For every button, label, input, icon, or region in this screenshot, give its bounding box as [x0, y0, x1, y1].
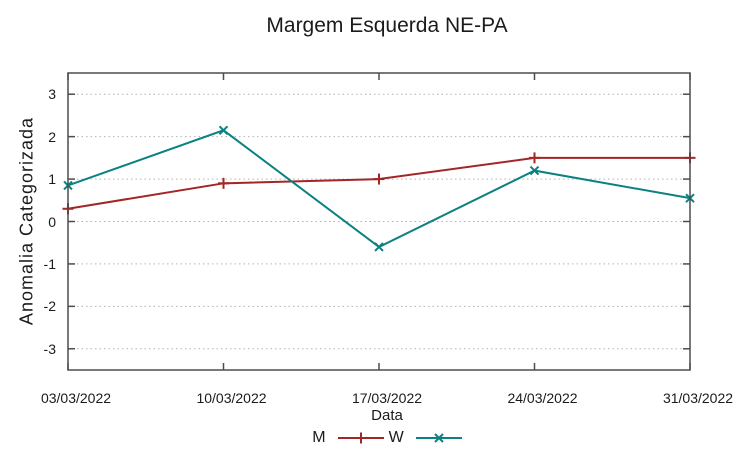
- x-tick-label-4: 31/03/2022: [662, 390, 734, 406]
- series-W-point-3: [529, 165, 540, 176]
- y-tick-label--2: -2: [43, 298, 56, 315]
- legend-item-M: M: [312, 429, 384, 447]
- y-tick-label--1: -1: [43, 255, 56, 272]
- x-tick-label-0: 03/03/2022: [40, 390, 112, 406]
- x-axis-label: Data: [371, 407, 403, 424]
- x-tick-label-1: 10/03/2022: [196, 390, 267, 406]
- legend-item-W: W: [389, 429, 462, 447]
- y-tick-label-0: 0: [48, 213, 56, 230]
- y-tick-label-1: 1: [48, 171, 56, 188]
- series-W-point-1: [218, 125, 229, 135]
- legend-label-M: M: [312, 429, 326, 446]
- legend-sample-M: [337, 432, 384, 444]
- series-W-point-2: [374, 242, 384, 252]
- y-tick-label-2: 2: [48, 128, 56, 145]
- x-tick-label-3: 24/03/2022: [507, 390, 578, 406]
- chart-title: Margem Esquerda NE-PA: [266, 14, 508, 37]
- legend-label-W: W: [388, 429, 404, 446]
- series-line-W: [67, 129, 691, 249]
- x-tick-label-2: 17/03/2022: [351, 390, 423, 406]
- cross-marker-icon: [434, 433, 444, 443]
- y-tick-label--3: -3: [43, 340, 56, 357]
- legend-sample-W: [415, 433, 462, 443]
- y-tick-label-3: 3: [48, 86, 56, 103]
